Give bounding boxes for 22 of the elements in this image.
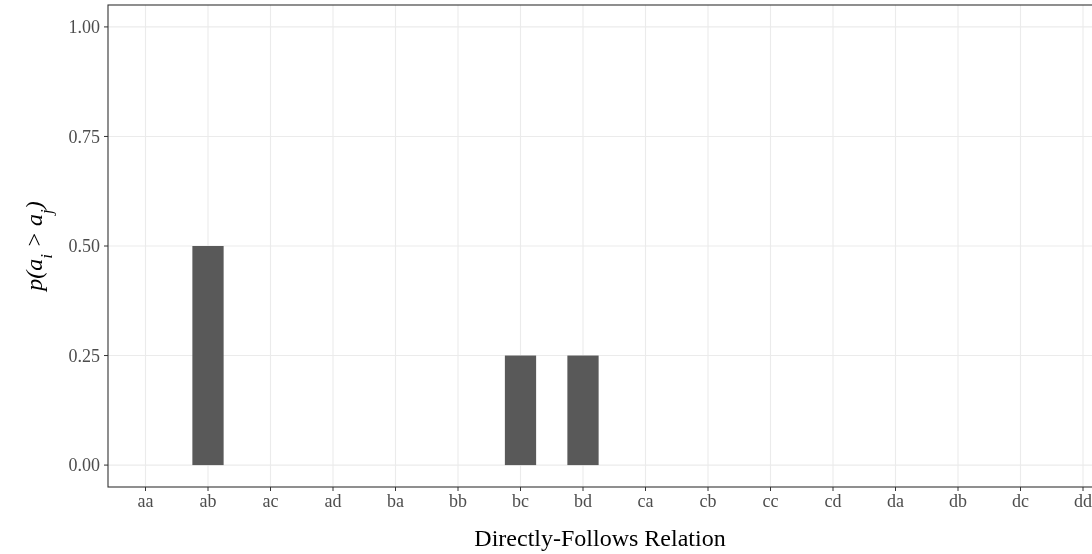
x-tick-label: ac (262, 491, 279, 511)
x-tick-label: cc (762, 491, 779, 511)
x-tick-label: bb (449, 491, 467, 511)
x-tick-label: db (949, 491, 967, 511)
y-tick-label: 0.75 (68, 126, 100, 147)
x-tick-label: ca (637, 491, 654, 511)
y-tick-label: 1.00 (68, 17, 100, 38)
x-tick-label: bc (512, 491, 529, 511)
x-axis-title: Directly-Follows Relation (474, 525, 726, 551)
x-tick-label: aa (137, 491, 154, 511)
x-tick-label: ba (387, 491, 404, 511)
x-tick-label: cb (699, 491, 717, 511)
y-tick-label: 0.00 (68, 455, 100, 476)
x-tick-label: dd (1074, 491, 1092, 511)
x-tick-label: bd (574, 491, 592, 511)
x-tick-label: ab (199, 491, 217, 511)
x-tick-label: ad (324, 491, 342, 511)
y-tick-label: 0.25 (68, 345, 100, 366)
x-tick-label: dc (1012, 491, 1029, 511)
x-tick-label: cd (824, 491, 842, 511)
x-tick-label: da (887, 491, 904, 511)
y-tick-label: 0.50 (68, 236, 100, 257)
